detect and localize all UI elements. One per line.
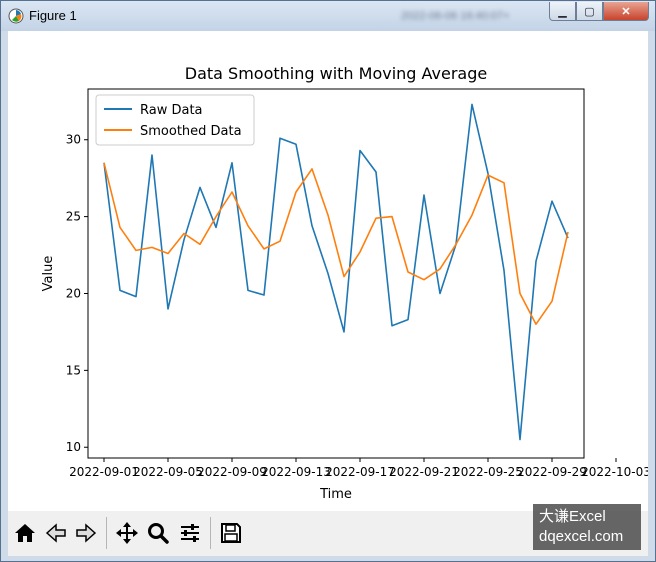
series-line-raw-data	[103, 103, 569, 441]
maximize-button[interactable]: ▢	[576, 2, 603, 21]
minimize-button[interactable]: ▁	[549, 2, 576, 21]
watermark-brand: 大谦Excel	[539, 508, 606, 525]
y-tick-label: 15	[66, 363, 81, 377]
arrow-right-icon	[76, 523, 97, 543]
magnifier-icon	[148, 523, 169, 544]
chart-title: Data Smoothing with Moving Average	[185, 64, 487, 83]
title-bar[interactable]: Figure 1 2022-06-06 16:40:07+ ▁ ▢ ✕	[1, 1, 655, 31]
y-tick-label: 25	[66, 210, 81, 224]
x-tick-label: 2022-09-29	[517, 465, 587, 479]
legend-box	[95, 94, 255, 146]
series-line-smoothed-data	[103, 162, 569, 326]
maximize-icon: ▢	[584, 5, 595, 18]
line-chart[interactable]: Data Smoothing with Moving Average 10 15 20…	[8, 31, 651, 511]
forward-button[interactable]	[72, 519, 100, 547]
arrow-left-icon	[45, 523, 66, 543]
window-title: Figure 1	[29, 8, 77, 23]
y-tick-label: 10	[66, 440, 81, 454]
sliders-icon	[181, 524, 199, 542]
x-tick-label: 2022-09-13	[261, 465, 331, 479]
blurred-caption: 2022-06-06 16:40:07+	[401, 10, 510, 22]
minimize-icon: ▁	[558, 5, 567, 18]
close-button[interactable]: ✕	[603, 2, 649, 21]
pan-button[interactable]	[113, 519, 141, 547]
matplotlib-logo-icon	[8, 8, 24, 24]
legend-label: Raw Data	[140, 103, 203, 118]
y-axis-label: Value	[41, 256, 56, 292]
configure-subplots-button[interactable]	[176, 519, 204, 547]
floppy-disk-icon	[221, 523, 241, 543]
home-button[interactable]	[11, 519, 39, 547]
x-tick-label: 2022-10-03	[581, 465, 648, 479]
x-tick-label: 2022-09-05	[133, 465, 203, 479]
x-tick-label: 2022-09-01	[69, 465, 139, 479]
back-button[interactable]	[42, 519, 70, 547]
move-icon	[116, 522, 138, 544]
toolbar-separator	[106, 517, 107, 549]
home-icon	[15, 524, 35, 542]
watermark-url: dqexcel.com	[539, 528, 624, 545]
axes-frame	[87, 88, 585, 459]
toolbar-separator	[210, 517, 211, 549]
x-tick-label: 2022-09-09	[197, 465, 267, 479]
x-tick-label: 2022-09-17	[325, 465, 395, 479]
x-tick-label: 2022-09-25	[453, 465, 523, 479]
watermark: 大谦Excel dqexcel.com	[533, 504, 641, 550]
x-axis-label: Time	[319, 487, 352, 502]
zoom-button[interactable]	[144, 519, 172, 547]
save-button[interactable]	[217, 519, 245, 547]
y-tick-label: 30	[66, 133, 81, 147]
close-icon: ✕	[621, 5, 631, 18]
figure-canvas[interactable]: Data Smoothing with Moving Average 10 15 20…	[8, 31, 651, 511]
x-tick-label: 2022-09-21	[389, 465, 459, 479]
y-tick-label: 20	[66, 286, 81, 300]
legend-label: Smoothed Data	[140, 124, 242, 139]
